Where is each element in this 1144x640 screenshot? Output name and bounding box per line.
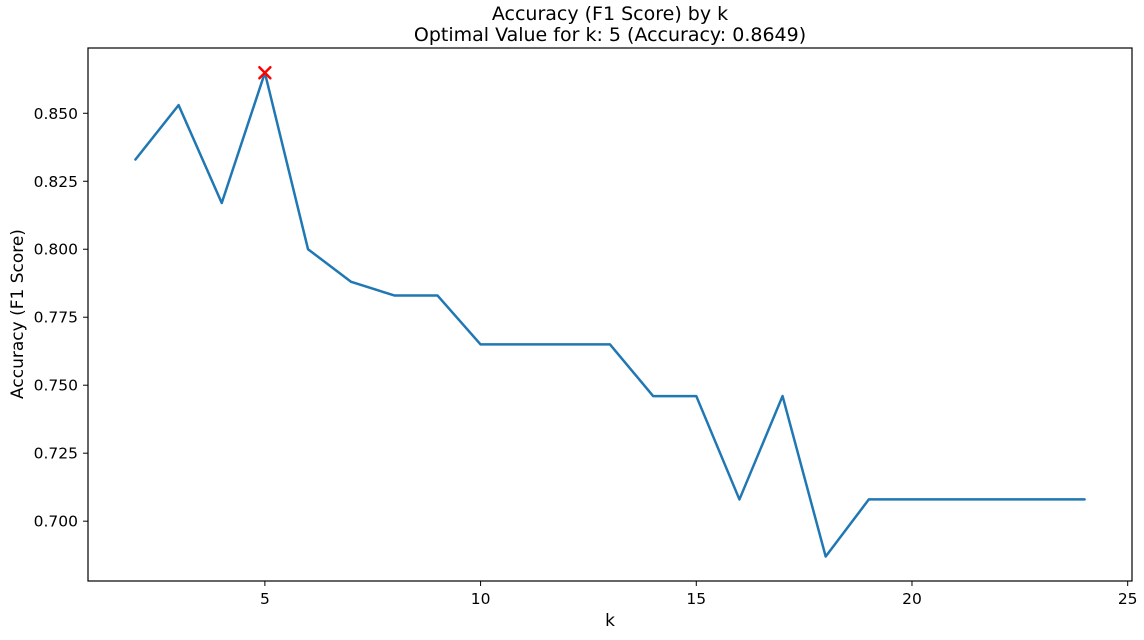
y-tick-label: 0.700 (34, 513, 78, 531)
axes-box (87, 47, 1133, 582)
x-tick-label: 5 (260, 590, 270, 608)
accuracy-line (134, 71, 1086, 558)
y-tick-label: 0.725 (34, 445, 78, 463)
chart-title-line2: Optimal Value for k: 5 (Accuracy: 0.8649… (413, 24, 807, 46)
optimal-marker-x-stroke2 (258, 65, 272, 80)
x-tick-label: 10 (471, 590, 491, 608)
y-tick-label: 0.800 (34, 241, 78, 259)
y-tick-label: 0.825 (34, 173, 78, 191)
chart-title-line1: Accuracy (F1 Score) by k (491, 3, 729, 25)
y-tick-label: 0.750 (34, 377, 78, 395)
y-tick-label: 0.775 (34, 309, 78, 327)
x-tick-label: 25 (1118, 590, 1138, 608)
x-axis-label: k (605, 611, 615, 631)
y-tick-label: 0.850 (34, 105, 78, 123)
y-axis-label: Accuracy (F1 Score) (8, 229, 28, 399)
x-tick-label: 20 (902, 590, 922, 608)
chart-title: Accuracy (F1 Score) by k Optimal Value f… (88, 4, 1132, 46)
x-tick-label: 15 (686, 590, 706, 608)
